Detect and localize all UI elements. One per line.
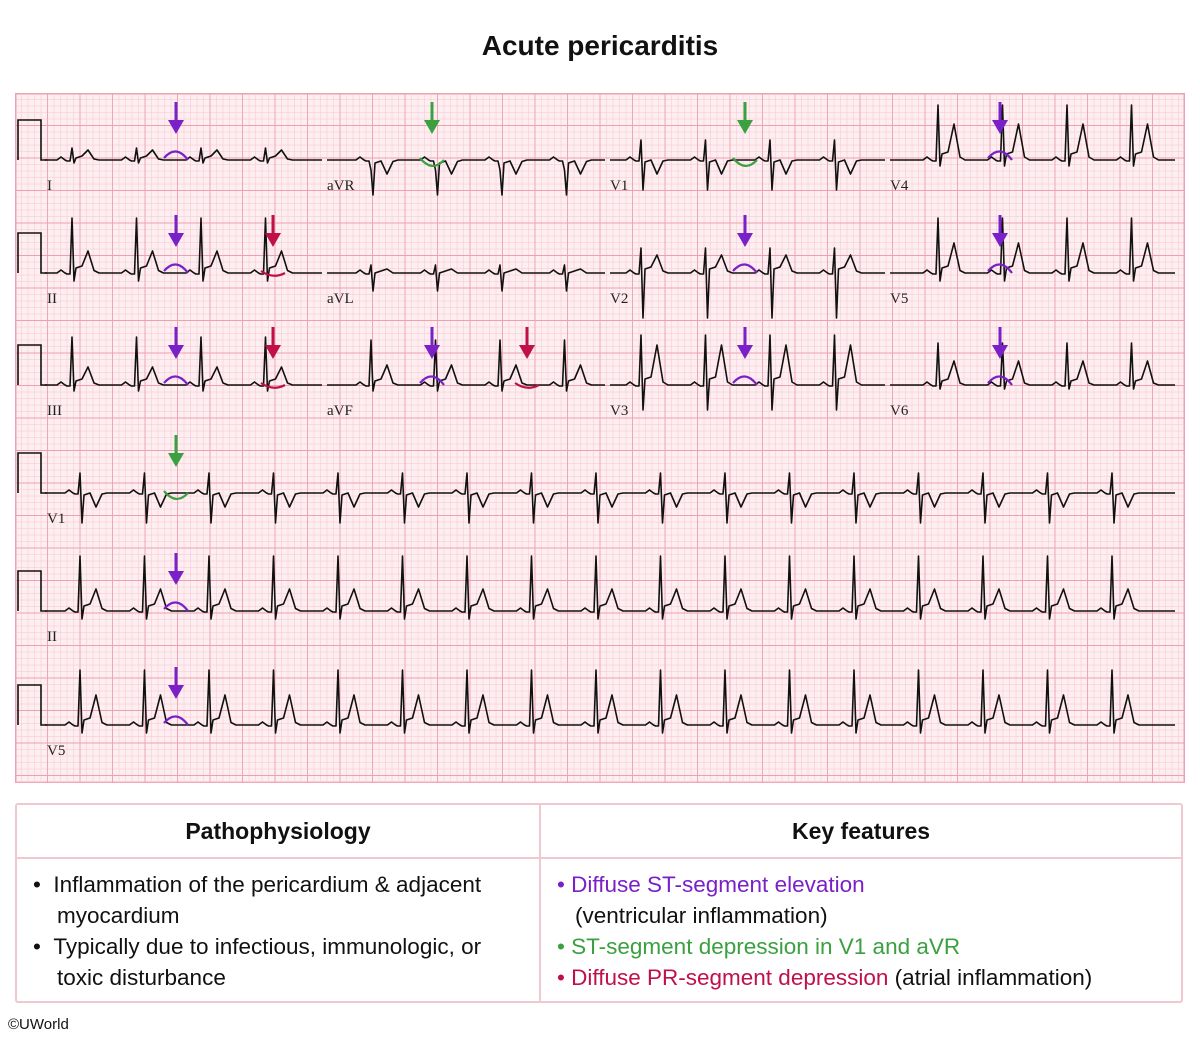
ecg-trace-II (45, 217, 322, 282)
ecg-trace-V5 (890, 217, 1175, 282)
ecg-trace-aVL (327, 264, 605, 292)
ecg-trace-III (45, 336, 322, 392)
st-depression-highlight (419, 157, 445, 167)
st-depression-highlight (163, 490, 189, 500)
st-elevation-highlight (987, 150, 1013, 161)
st-elevation-highlight (163, 150, 189, 161)
ecg-trace-V6 (890, 342, 1175, 390)
lead-label: I (47, 178, 52, 194)
lead-label: V5 (890, 291, 908, 307)
st-elevation-highlight (732, 375, 758, 386)
lead-label: II (47, 629, 57, 645)
st-depression-arrowhead-icon (168, 453, 184, 467)
st-elevation-arrowhead-icon (168, 685, 184, 699)
st-elevation-highlight (419, 375, 445, 386)
calibration-pulse (17, 232, 47, 274)
st-depression-highlight (732, 157, 758, 167)
summary-table: Pathophysiology Key features • Inflammat… (15, 803, 1183, 1003)
lead-label: V3 (610, 403, 628, 419)
calibration-pulse (17, 684, 47, 726)
pathophysiology-item: • Inflammation of the pericardium & adja… (33, 872, 482, 928)
copyright: ©UWorld (8, 1016, 69, 1033)
st-depression-arrowhead-icon (424, 120, 440, 134)
st-elevation-highlight (163, 263, 189, 274)
column-divider (539, 805, 541, 1001)
st-elevation-highlight (163, 601, 189, 612)
pr-depression-arrowhead-icon (519, 345, 535, 359)
calibration-pulse (17, 119, 47, 161)
key-feature-st-elevation: • Diffuse ST-segment elevation (ventricul… (557, 872, 865, 928)
st-elevation-arrowhead-icon (168, 571, 184, 585)
ecg-trace-II (45, 555, 1175, 620)
key-feature-st-depression: • ST-segment depression in V1 and aVR (557, 934, 961, 959)
ecg-trace-V1 (610, 139, 885, 191)
lead-label: V1 (610, 178, 628, 194)
ecg-trace-V4 (890, 104, 1175, 167)
pr-depression-arrowhead-icon (265, 233, 281, 247)
pathophysiology-header: Pathophysiology (17, 805, 539, 859)
lead-label: III (47, 403, 62, 419)
key-feature-pr-depression: • Diffuse PR-segment depression (atrial … (557, 965, 1093, 990)
lead-label: V5 (47, 743, 65, 759)
st-elevation-arrowhead-icon (992, 233, 1008, 247)
st-elevation-arrowhead-icon (168, 345, 184, 359)
pr-depression-highlight (260, 270, 286, 277)
st-elevation-arrowhead-icon (992, 345, 1008, 359)
ecg-trace-V1 (45, 472, 1175, 524)
ecg-trace-aVR (327, 156, 605, 196)
calibration-pulse (17, 452, 47, 494)
lead-label: V6 (890, 403, 909, 419)
ecg-trace-aVF (327, 339, 605, 392)
key-features-header: Key features (541, 805, 1181, 859)
st-elevation-arrowhead-icon (168, 120, 184, 134)
lead-label: V2 (610, 291, 628, 307)
lead-label: V1 (47, 511, 65, 527)
ecg-trace-V3 (610, 334, 885, 411)
lead-label: II (47, 291, 57, 307)
st-elevation-arrowhead-icon (992, 120, 1008, 134)
st-elevation-highlight (163, 375, 189, 386)
pathophysiology-item: • Typically due to infectious, immunolog… (33, 934, 482, 990)
st-elevation-arrowhead-icon (424, 345, 440, 359)
ecg-trace-V5 (45, 669, 1175, 734)
st-elevation-arrowhead-icon (737, 233, 753, 247)
ecg-grid-major (15, 93, 1185, 783)
figure-title: Acute pericarditis (481, 30, 719, 61)
lead-label: V4 (890, 178, 909, 194)
st-elevation-highlight (732, 263, 758, 274)
pr-depression-highlight (260, 382, 286, 389)
lead-label: aVR (327, 178, 355, 194)
st-elevation-highlight (987, 375, 1013, 386)
ecg-trace-V2 (610, 247, 885, 319)
pr-depression-highlight (514, 382, 540, 389)
st-elevation-highlight (987, 263, 1013, 274)
calibration-pulse (17, 344, 47, 386)
st-elevation-arrowhead-icon (168, 233, 184, 247)
st-elevation-arrowhead-icon (737, 345, 753, 359)
pr-depression-arrowhead-icon (265, 345, 281, 359)
calibration-pulse (17, 570, 47, 612)
lead-label: aVF (327, 403, 353, 419)
lead-label: aVL (327, 291, 354, 307)
st-depression-arrowhead-icon (737, 120, 753, 134)
ecg-trace-I (45, 147, 322, 164)
st-elevation-highlight (163, 715, 189, 726)
